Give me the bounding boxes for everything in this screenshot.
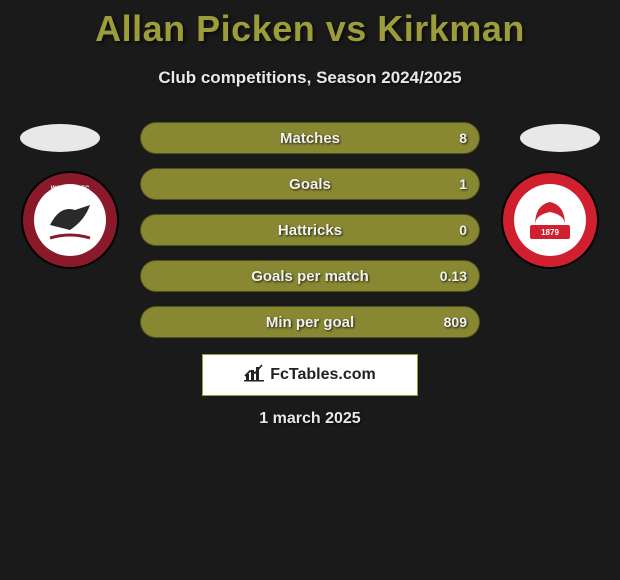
stat-value-right: 0 <box>459 222 467 238</box>
brand-text: FcTables.com <box>270 366 376 384</box>
page-title: Allan Picken vs Kirkman <box>0 0 620 50</box>
player-avatar-right <box>520 124 600 152</box>
stat-row-goals-per-match: Goals per match 0.13 <box>140 260 480 292</box>
stat-value-right: 1 <box>459 176 467 192</box>
stat-value-right: 8 <box>459 130 467 146</box>
stat-label: Goals <box>289 176 331 193</box>
stat-value-right: 0.13 <box>440 268 467 284</box>
player-avatar-left <box>20 124 100 152</box>
stats-container: Matches 8 Goals 1 Hattricks 0 Goals per … <box>140 122 480 338</box>
stat-label: Goals per match <box>251 268 369 285</box>
svg-text:WALSALL FC: WALSALL FC <box>51 186 90 192</box>
stat-label: Matches <box>280 130 340 147</box>
stat-value-right: 809 <box>444 314 467 330</box>
stat-row-min-per-goal: Min per goal 809 <box>140 306 480 338</box>
brand-box[interactable]: FcTables.com <box>202 354 418 396</box>
team-badge-right: 1879 <box>500 170 600 270</box>
stat-row-goals: Goals 1 <box>140 168 480 200</box>
date-line: 1 march 2025 <box>0 410 620 428</box>
stat-label: Hattricks <box>278 222 342 239</box>
stat-row-matches: Matches 8 <box>140 122 480 154</box>
subtitle: Club competitions, Season 2024/2025 <box>0 68 620 88</box>
svg-text:1879: 1879 <box>541 228 559 237</box>
stat-label: Min per goal <box>266 314 354 331</box>
stat-row-hattricks: Hattricks 0 <box>140 214 480 246</box>
chart-icon <box>244 364 266 387</box>
team-badge-left: WALSALL FC <box>20 170 120 270</box>
